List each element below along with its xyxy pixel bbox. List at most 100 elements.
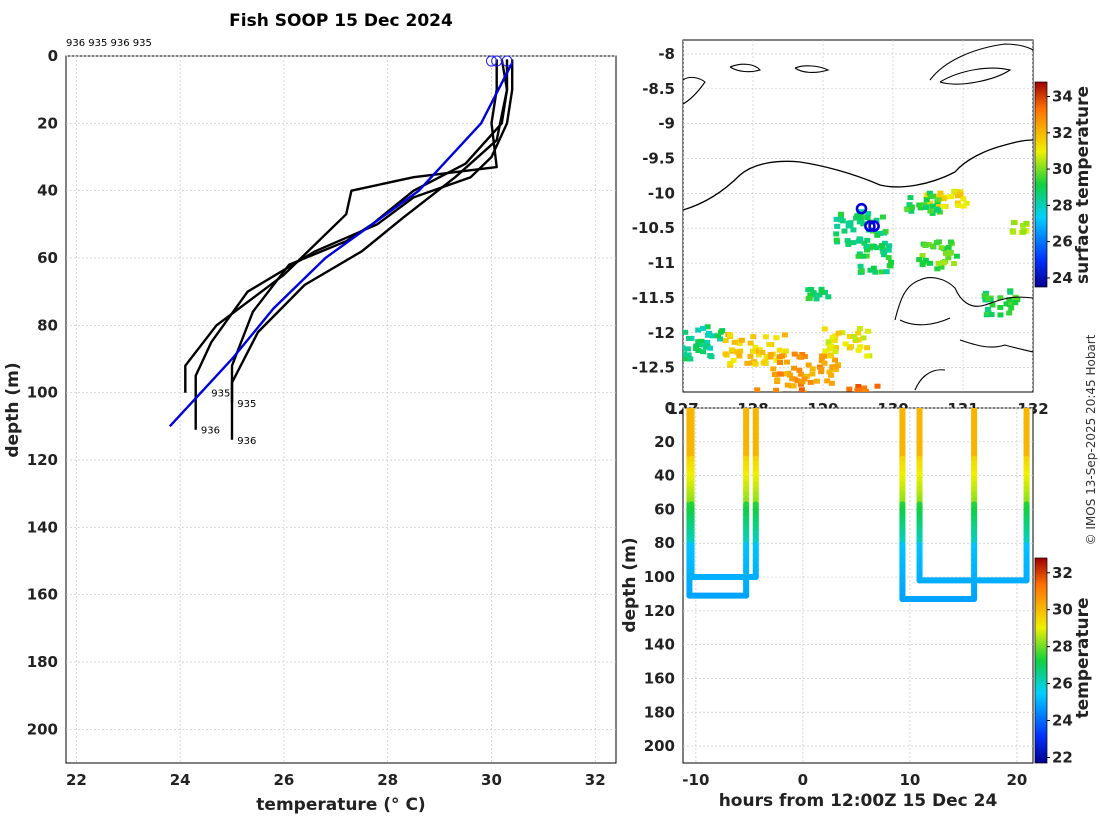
sst-pixel	[845, 220, 852, 226]
map-colorbar-tick-label: 28	[1052, 196, 1073, 214]
sst-pixel	[960, 203, 967, 209]
sst-pixel	[874, 232, 881, 238]
profile-ytick-label: 60	[37, 249, 58, 267]
time-colorbar-ticks: 22 24 26 28 30 32	[1047, 564, 1073, 766]
sst-pixel	[832, 345, 839, 350]
sst-pixel	[858, 268, 865, 274]
sst-pixel	[695, 348, 702, 353]
sst-pixel	[683, 356, 689, 362]
sst-pixel	[695, 327, 702, 333]
sst-pixel	[770, 398, 776, 403]
profile-ytick-label: 20	[37, 114, 58, 132]
time-ytick-label: 20	[654, 433, 675, 451]
sst-pixel	[857, 344, 864, 350]
sst-pixel	[1009, 228, 1016, 234]
map-colorbar-tick-label: 24	[1052, 269, 1073, 287]
time-plot-area	[682, 407, 1034, 764]
sst-pixel	[798, 387, 805, 392]
sst-pixel	[916, 202, 923, 208]
sst-pixel	[770, 366, 777, 372]
sst-pixel	[919, 253, 926, 258]
sst-pixel	[1020, 222, 1026, 228]
sst-pixel	[882, 229, 889, 235]
sst-pixel	[906, 202, 913, 208]
sst-pixel	[828, 372, 835, 378]
sst-pixel	[766, 342, 773, 347]
sst-pixel	[846, 386, 853, 392]
sst-pixel	[813, 296, 820, 302]
sst-pixel	[827, 353, 834, 359]
sst-pixel	[781, 332, 788, 338]
sst-pixel	[855, 253, 862, 259]
sst-pixel	[904, 206, 911, 212]
sst-pixel	[832, 357, 838, 363]
sst-pixel	[855, 330, 862, 336]
time-xtick-label: -10	[682, 771, 709, 789]
sst-pixel	[793, 396, 799, 401]
map-ytick-label: -9.5	[642, 149, 675, 167]
map-colorbar-tick-label: 34	[1052, 88, 1073, 106]
map-ytick-label: -12.5	[632, 359, 675, 377]
sst-pixel	[787, 372, 793, 378]
time-ytick-label: 160	[644, 669, 675, 687]
time-colorbar-tick-label: 24	[1052, 712, 1073, 730]
map-content	[675, 40, 1033, 407]
sst-pixel	[857, 263, 864, 269]
sst-pixel	[879, 243, 885, 249]
sst-pixel	[675, 336, 681, 341]
sst-pixel	[832, 349, 839, 354]
sst-pixel	[861, 240, 868, 246]
sst-pixel	[855, 393, 861, 398]
sst-pixel	[885, 255, 892, 261]
sst-pixel	[774, 377, 781, 383]
sst-pixel	[693, 343, 700, 349]
profile-end-label: 936	[237, 436, 256, 447]
sst-pixel	[929, 203, 936, 209]
sst-pixel	[922, 242, 929, 248]
sst-pixel	[873, 245, 880, 251]
sst-pixel	[798, 402, 804, 407]
sst-pixel	[706, 330, 712, 336]
map-sst-pixels	[675, 188, 1030, 407]
sst-pixel	[862, 393, 868, 398]
sst-pixel	[731, 339, 738, 345]
sst-pixel	[1012, 300, 1019, 306]
sst-pixel	[833, 231, 840, 237]
time-ytick-label: 120	[644, 602, 675, 620]
sst-pixel	[940, 196, 947, 202]
profile-series: 936 935 936 935	[168, 55, 514, 447]
sst-pixel	[842, 341, 849, 347]
sst-pixel	[886, 243, 893, 249]
sst-pixel	[850, 240, 857, 246]
sst-pixel	[855, 347, 862, 353]
sst-pixel	[997, 295, 1004, 301]
sst-pixel	[1006, 297, 1013, 303]
sst-pixel	[865, 211, 872, 217]
sst-pixel	[822, 348, 829, 354]
map-ytick-label: -8.5	[642, 80, 675, 98]
map-colorbar-tick-label: 32	[1052, 124, 1073, 142]
map-ytick-label: -8	[658, 45, 675, 63]
sst-pixel	[825, 294, 832, 300]
sst-pixel	[791, 351, 798, 357]
sst-pixel	[796, 354, 803, 360]
sst-pixel	[683, 329, 689, 335]
sst-pixel	[845, 241, 852, 247]
sst-pixel	[683, 345, 686, 351]
profile-ytick-label: 140	[27, 518, 58, 536]
sst-pixel	[809, 366, 816, 372]
sst-pixel	[807, 292, 814, 298]
sst-pixel	[881, 252, 888, 258]
sst-pixel	[861, 388, 868, 392]
coastline-south	[894, 277, 1033, 391]
profile-title: Fish SOOP 15 Dec 2024	[229, 11, 453, 31]
sst-pixel	[773, 335, 780, 341]
profile-line-936	[184, 59, 498, 393]
sst-pixel	[797, 371, 804, 377]
sst-pixel	[1020, 229, 1027, 235]
sst-pixel	[934, 266, 941, 272]
sst-pixel	[1006, 310, 1013, 316]
sst-pixel	[829, 334, 836, 340]
time-colorbar-tick-label: 22	[1052, 748, 1073, 766]
sst-pixel	[937, 190, 944, 196]
